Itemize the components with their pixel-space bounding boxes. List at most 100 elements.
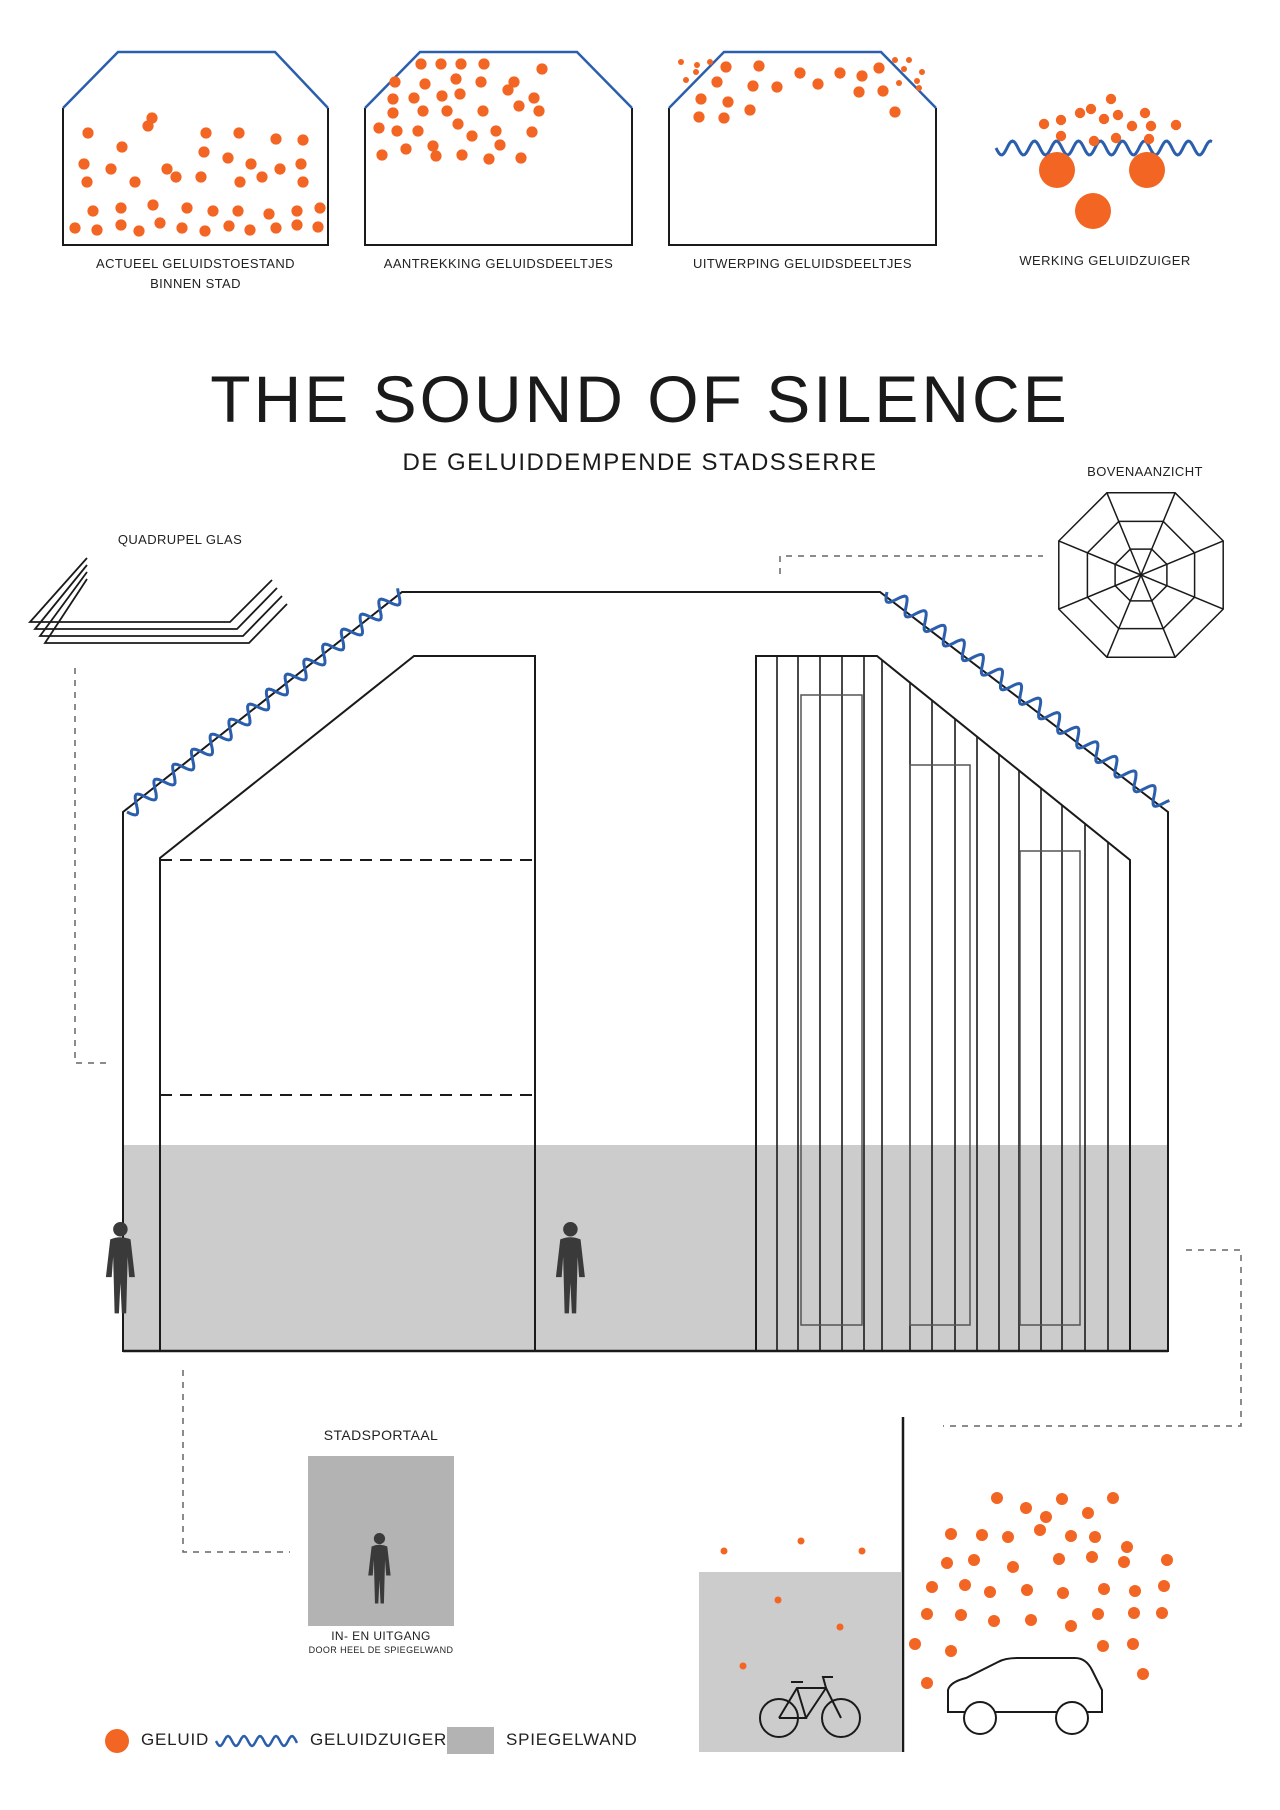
sound-dot bbox=[91, 224, 103, 236]
sound-dot bbox=[454, 88, 466, 100]
sound-dot bbox=[1121, 1541, 1133, 1553]
panel-ejection bbox=[668, 50, 937, 246]
sound-dot bbox=[1002, 1531, 1014, 1543]
sound-dot bbox=[1065, 1530, 1077, 1542]
sound-dot bbox=[502, 84, 514, 96]
sound-dot bbox=[1085, 103, 1097, 115]
legend-sound-label: GELUID bbox=[141, 1730, 210, 1749]
sound-dot bbox=[436, 90, 448, 102]
mirror-wall bbox=[123, 1145, 1168, 1350]
absorber-wave-icon bbox=[126, 588, 402, 817]
sound-dot bbox=[244, 224, 256, 236]
sound-dot bbox=[1105, 93, 1117, 105]
sound-dot bbox=[774, 1596, 782, 1604]
sound-dot bbox=[720, 1547, 728, 1555]
sound-dot bbox=[526, 126, 538, 138]
sound-dot bbox=[1145, 120, 1157, 132]
sound-dot bbox=[1021, 1584, 1033, 1596]
sound-dot bbox=[312, 221, 324, 233]
sound-dot bbox=[747, 80, 759, 92]
sound-dot bbox=[812, 78, 824, 90]
sound-dot bbox=[909, 1638, 921, 1650]
sound-dot bbox=[1139, 107, 1151, 119]
sound-dot bbox=[456, 149, 468, 161]
sound-particles bbox=[69, 112, 326, 237]
sound-dot bbox=[1092, 1608, 1104, 1620]
octagon-spoke bbox=[1058, 574, 1142, 610]
sound-dot bbox=[391, 125, 403, 137]
top-view-label: BOVENAANZICHT bbox=[1087, 464, 1203, 479]
sound-dot bbox=[976, 1529, 988, 1541]
sound-dot bbox=[415, 58, 427, 70]
sound-dot bbox=[295, 158, 307, 170]
sound-dot bbox=[133, 225, 145, 237]
sound-dot bbox=[400, 143, 412, 155]
octagon-spoke bbox=[1140, 540, 1224, 576]
sound-dot bbox=[693, 111, 705, 123]
sound-dot bbox=[1143, 133, 1155, 145]
window-1 bbox=[800, 694, 863, 1326]
sound-dot bbox=[291, 219, 303, 231]
sound-dot bbox=[744, 104, 756, 116]
panel-caption-3: UITWERPING GELUIDSDEELTJES bbox=[669, 254, 936, 274]
street-scene bbox=[699, 1417, 1173, 1752]
sound-dot bbox=[1053, 1553, 1065, 1565]
person-silhouette-icon bbox=[555, 1222, 585, 1314]
sound-dot bbox=[1089, 1531, 1101, 1543]
absorber-wave-icon bbox=[994, 139, 1213, 157]
sound-dot bbox=[81, 176, 93, 188]
portal-label: STADSPORTAAL bbox=[323, 1427, 439, 1443]
portal-caption-line1: IN- EN UITGANG bbox=[331, 1629, 431, 1643]
sound-dot bbox=[739, 1662, 747, 1670]
panel-current-sound-state bbox=[62, 50, 329, 246]
sound-dot bbox=[1055, 130, 1067, 142]
sound-dot bbox=[877, 85, 889, 97]
right-volume-stripes bbox=[776, 656, 1109, 1351]
sound-dot bbox=[1097, 1640, 1109, 1652]
sound-dot bbox=[314, 202, 326, 214]
octagon-spoke bbox=[1140, 574, 1176, 658]
panel-caption-1-line2: BINNEN STAD bbox=[150, 276, 241, 291]
sound-dot bbox=[856, 70, 868, 82]
sound-dot bbox=[478, 58, 490, 70]
sound-dot bbox=[419, 78, 431, 90]
sound-dot bbox=[919, 69, 925, 75]
octagon-spoke bbox=[1106, 492, 1142, 576]
sound-dot bbox=[1007, 1561, 1019, 1573]
sound-dot bbox=[1161, 1554, 1173, 1566]
sound-dot bbox=[270, 222, 282, 234]
sound-dot bbox=[921, 1677, 933, 1689]
sound-dot bbox=[794, 67, 806, 79]
sound-dot bbox=[207, 205, 219, 217]
person-silhouette-icon bbox=[105, 1222, 135, 1314]
quadruple-glass-icon bbox=[27, 557, 288, 644]
sound-dot bbox=[707, 59, 713, 65]
top-view-octagon bbox=[1058, 492, 1224, 658]
sound-dot bbox=[901, 66, 907, 72]
sound-dot bbox=[82, 127, 94, 139]
sound-dot bbox=[1158, 1580, 1170, 1592]
sound-dot bbox=[991, 1492, 1003, 1504]
sound-dot bbox=[452, 118, 464, 130]
sound-dot bbox=[389, 76, 401, 88]
sound-dot bbox=[1020, 1502, 1032, 1514]
sound-dot bbox=[69, 222, 81, 234]
panel-caption-2: AANTREKKING GELUIDSDEELTJES bbox=[365, 254, 632, 274]
sound-dot bbox=[199, 225, 211, 237]
sound-dot bbox=[1056, 1493, 1068, 1505]
sound-dot bbox=[435, 58, 447, 70]
sound-dot bbox=[412, 125, 424, 137]
sound-dot bbox=[896, 80, 902, 86]
sound-dot bbox=[483, 153, 495, 165]
sound-dot bbox=[270, 133, 282, 145]
sound-dot bbox=[694, 62, 700, 68]
sound-dot bbox=[161, 163, 173, 175]
sound-dot bbox=[858, 1547, 866, 1555]
sound-dot bbox=[536, 63, 548, 75]
sound-particles bbox=[720, 1492, 1173, 1689]
sound-dot bbox=[513, 100, 525, 112]
sound-dot bbox=[1040, 1511, 1052, 1523]
portal-caption-line2: DOOR HEEL DE SPIEGELWAND bbox=[308, 1645, 454, 1655]
sound-dot bbox=[450, 73, 462, 85]
